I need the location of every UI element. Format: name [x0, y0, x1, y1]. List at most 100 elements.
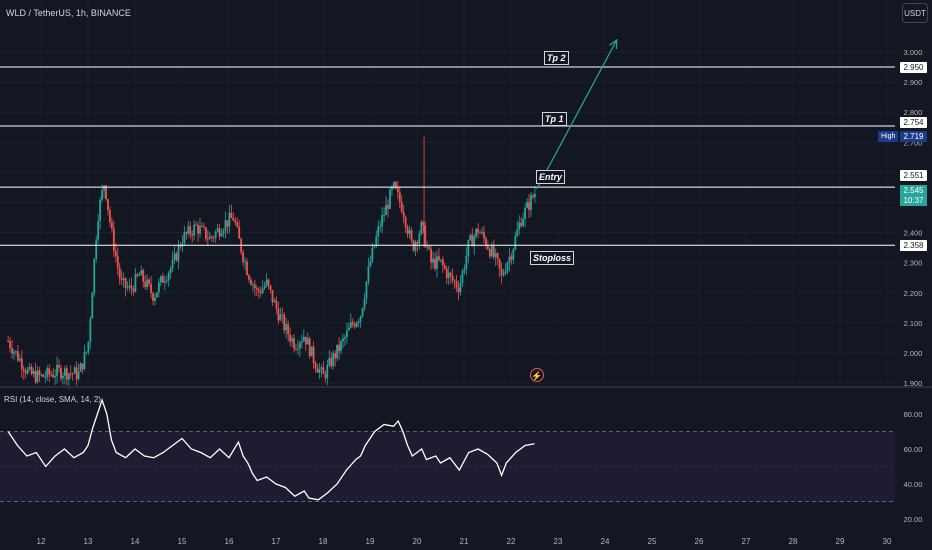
candle-body-up — [291, 338, 293, 342]
candle-body-up — [342, 338, 344, 342]
currency-button[interactable]: USDT — [902, 3, 928, 23]
candle-body-up — [524, 207, 526, 219]
candle-body-down — [152, 292, 154, 301]
candle-body-up — [408, 230, 411, 234]
candle-body-down — [150, 283, 152, 293]
candle-body-up — [475, 228, 478, 237]
candle-body-down — [144, 281, 147, 287]
bar-countdown: 10:37 — [903, 196, 924, 205]
price-tick-label: 2.800 — [904, 108, 923, 117]
price-tick-label: 2.300 — [904, 259, 923, 268]
candle-body-down — [488, 249, 491, 257]
candle-body-down — [500, 268, 503, 276]
candle-body-down — [34, 371, 37, 383]
candle-body-down — [510, 256, 513, 260]
candle-body-up — [522, 218, 525, 227]
candle-body-down — [406, 227, 409, 234]
candle-body-up — [134, 274, 137, 292]
time-tick-label: 23 — [554, 537, 563, 546]
candle-body-up — [481, 231, 483, 233]
candle-body-down — [148, 279, 150, 284]
candle-body-down — [142, 270, 145, 282]
candle-body-up — [297, 348, 299, 350]
candle-body-up — [459, 282, 462, 293]
tp1-label: Tp 1 — [542, 112, 567, 126]
candle-body-up — [530, 195, 532, 210]
candle-body-up — [214, 231, 217, 238]
candle-body-down — [387, 205, 389, 209]
candle-body-down — [218, 228, 221, 237]
candle-body-up — [126, 287, 129, 289]
price-tick-label: 2.000 — [904, 349, 923, 358]
candle-body-down — [528, 202, 530, 210]
candle-body-up — [418, 234, 421, 244]
candle-body-up — [467, 239, 470, 256]
candle-body-up — [355, 322, 358, 327]
stoploss-price-box: 2.358 — [900, 240, 927, 251]
candle-body-down — [81, 363, 84, 370]
candle-body-up — [371, 247, 374, 262]
candle-body-up — [32, 371, 35, 374]
candle-body-up — [369, 261, 372, 267]
candle-body-down — [422, 221, 425, 226]
candle-body-up — [208, 236, 211, 239]
candles-layer — [7, 136, 536, 389]
candle-body-down — [322, 367, 325, 374]
candle-body-down — [7, 340, 9, 342]
high-value: 2.719 — [900, 131, 927, 142]
candle-body-down — [445, 268, 448, 279]
candle-body-down — [230, 212, 233, 218]
candle-body-up — [77, 371, 80, 379]
candle-body-down — [255, 288, 258, 290]
candle-body-down — [105, 185, 107, 200]
candle-body-up — [383, 215, 385, 217]
rsi-band-fill — [0, 432, 895, 502]
candle-body-up — [494, 253, 497, 258]
candle-body-down — [236, 222, 239, 227]
projection-arrow-layer — [536, 38, 618, 190]
candle-body-up — [320, 367, 323, 370]
candle-body-up — [357, 321, 360, 323]
candle-body-up — [95, 239, 98, 259]
candle-body-down — [492, 245, 495, 258]
candle-body-up — [193, 224, 196, 236]
rsi-tick-label: 80.00 — [904, 410, 923, 419]
candle-body-down — [259, 291, 262, 294]
candle-body-up — [361, 308, 364, 317]
candle-body-down — [314, 363, 317, 369]
candle-body-down — [532, 195, 534, 198]
candle-body-up — [469, 234, 472, 240]
candle-body-up — [73, 367, 76, 374]
candle-body-up — [340, 341, 342, 352]
candle-body-down — [479, 232, 481, 234]
candle-body-down — [24, 371, 27, 374]
candle-body-down — [189, 226, 192, 235]
candle-body-down — [443, 265, 446, 269]
candle-body-up — [46, 368, 49, 378]
candle-body-up — [36, 370, 39, 383]
price-tick-label: 2.200 — [904, 289, 923, 298]
candle-body-down — [451, 275, 454, 281]
candle-body-up — [377, 226, 380, 237]
rsi-axis: 20.00 40.00 60.00 80.00 — [904, 410, 923, 524]
candle-body-up — [85, 351, 88, 353]
candle-body-down — [71, 373, 74, 375]
candle-body-up — [279, 314, 282, 321]
candle-body-down — [304, 336, 307, 345]
candle-body-up — [318, 369, 321, 373]
last-price-box: 2.545 10:37 — [900, 185, 927, 206]
candle-body-up — [83, 352, 86, 370]
candle-body-down — [338, 344, 340, 352]
candle-body-down — [161, 276, 164, 283]
candle-body-up — [514, 236, 517, 250]
candle-body-up — [385, 205, 387, 216]
lightning-icon[interactable]: ⚡ — [530, 368, 544, 382]
candle-body-up — [300, 341, 303, 343]
candle-body-up — [502, 273, 505, 276]
candle-body-down — [20, 358, 23, 370]
entry-label: Entry — [536, 170, 566, 184]
candle-body-down — [402, 211, 405, 218]
tp2-label: Tp 2 — [544, 51, 569, 65]
candle-body-down — [283, 314, 286, 331]
